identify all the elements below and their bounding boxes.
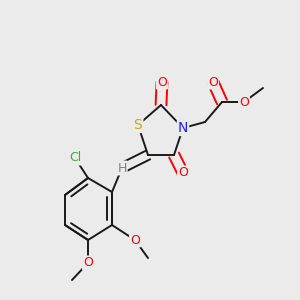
Text: N: N <box>178 121 188 135</box>
Text: S: S <box>134 118 142 132</box>
Text: O: O <box>208 76 218 88</box>
Text: O: O <box>157 76 167 88</box>
Text: O: O <box>178 167 188 179</box>
Text: H: H <box>117 161 127 175</box>
Text: O: O <box>130 233 140 247</box>
Text: Cl: Cl <box>69 152 81 164</box>
Text: O: O <box>239 95 249 109</box>
Text: O: O <box>83 256 93 269</box>
